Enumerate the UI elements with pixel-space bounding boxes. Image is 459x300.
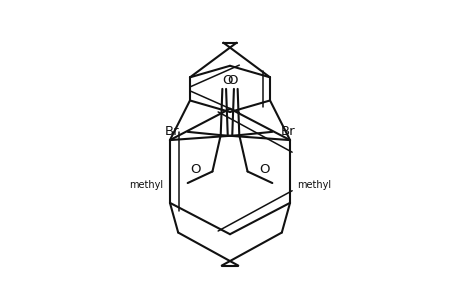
Text: methyl: methyl <box>129 180 162 190</box>
Text: O: O <box>222 74 232 87</box>
Text: O: O <box>190 163 201 176</box>
Text: Br: Br <box>164 125 179 138</box>
Text: O: O <box>258 163 269 176</box>
Text: O: O <box>227 74 237 87</box>
Text: Br: Br <box>280 125 295 138</box>
Text: methyl: methyl <box>297 180 330 190</box>
